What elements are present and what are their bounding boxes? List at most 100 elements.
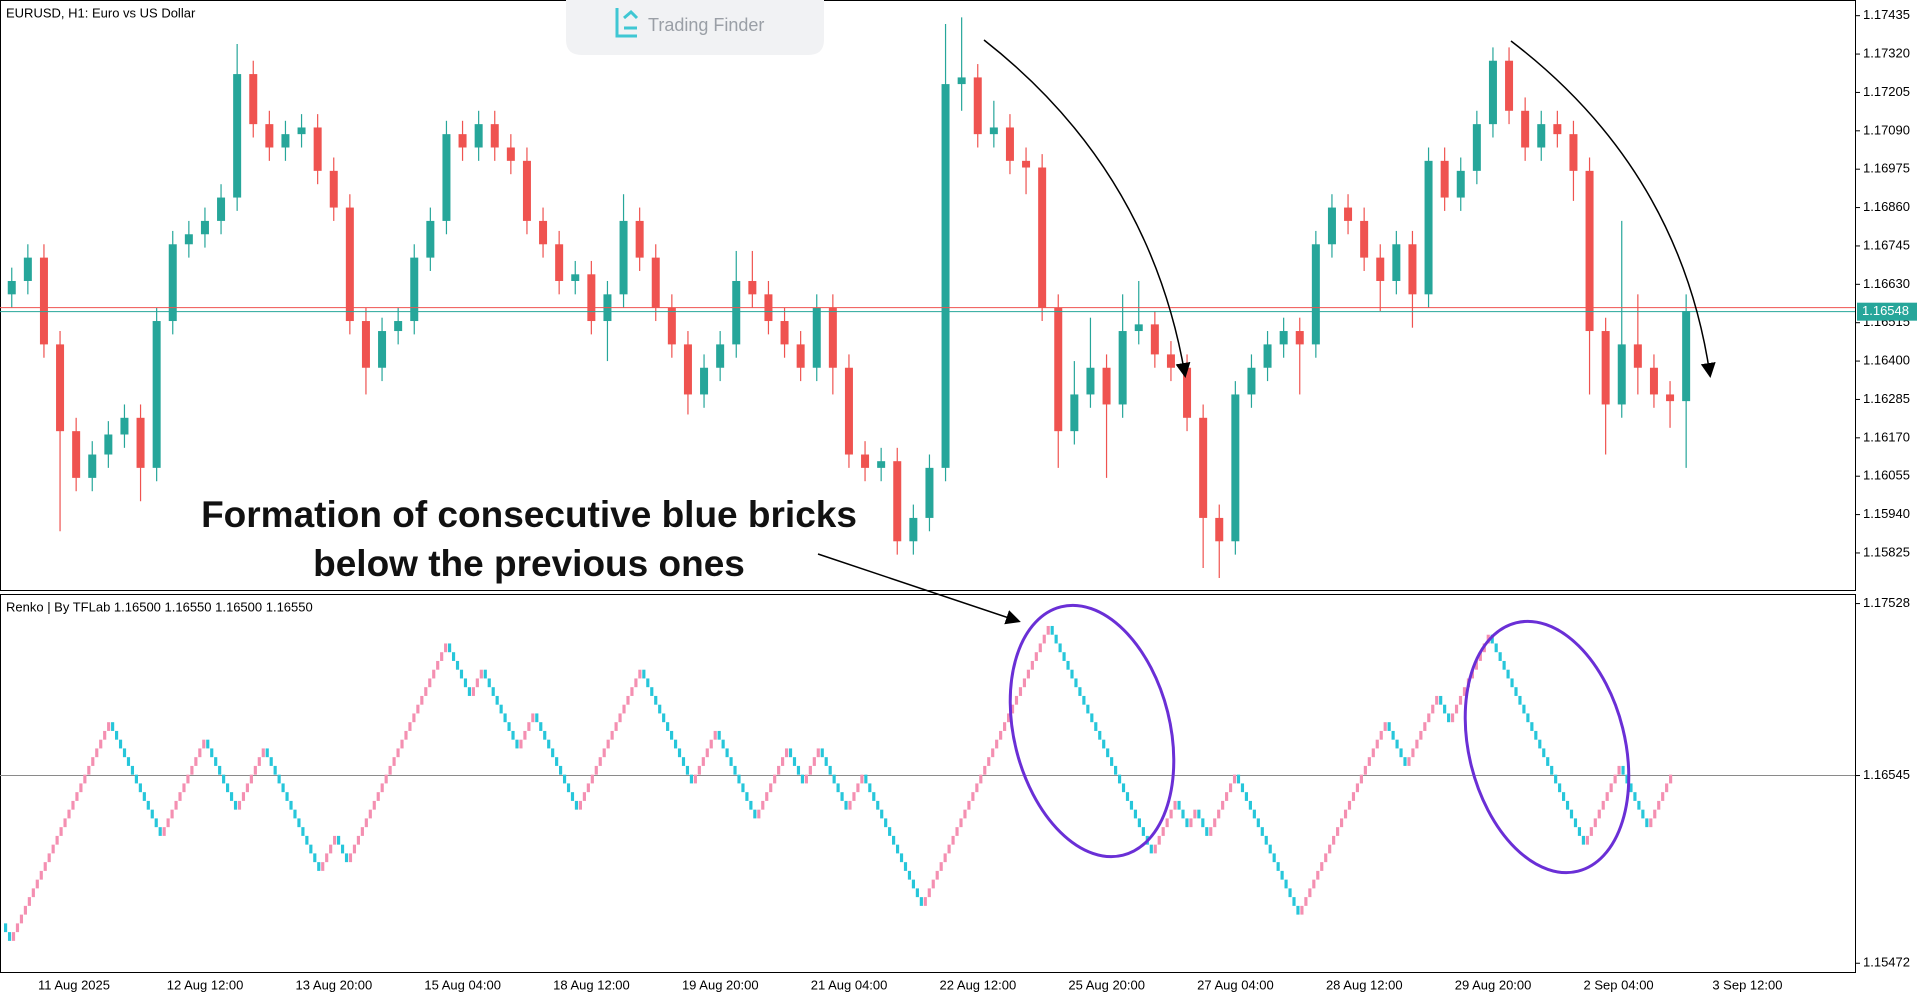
renko-brick — [245, 783, 249, 793]
candle-body — [297, 127, 306, 135]
renko-brick — [991, 748, 995, 758]
x-tick-label: 15 Aug 04:00 — [424, 977, 501, 992]
renko-brick — [725, 748, 729, 758]
renko-brick — [832, 774, 836, 784]
candle-body — [1569, 134, 1578, 171]
renko-brick — [535, 713, 539, 723]
renko-brick — [721, 739, 725, 749]
renko-brick — [229, 792, 234, 801]
renko-brick — [792, 757, 797, 766]
renko-brick — [455, 660, 460, 670]
renko-brick — [848, 800, 852, 810]
renko-brick — [582, 792, 586, 801]
renko-brick — [1006, 713, 1011, 723]
renko-brick — [309, 844, 313, 854]
renko-brick — [769, 783, 773, 793]
renko-brick — [1332, 835, 1336, 845]
renko-brick — [412, 713, 416, 723]
renko-brick — [578, 800, 582, 810]
renko-brick — [1149, 844, 1153, 854]
renko-brick — [186, 774, 190, 784]
renko-brick — [277, 774, 281, 784]
renko-brick — [1248, 800, 1252, 810]
renko-brick — [1189, 818, 1193, 828]
renko-brick — [257, 757, 261, 766]
renko-brick — [864, 774, 868, 784]
renko-brick — [1435, 695, 1439, 705]
candle-body — [1005, 127, 1014, 161]
renko-brick — [1657, 800, 1661, 810]
renko-brick — [206, 739, 210, 749]
renko-brick — [130, 765, 135, 775]
y-tick-label: 1.15940 — [1863, 506, 1910, 521]
candle-body — [23, 257, 32, 281]
annotation-arrow — [817, 553, 1021, 625]
renko-brick — [860, 774, 864, 784]
renko-brick — [1522, 704, 1526, 714]
renko-brick — [1264, 835, 1268, 845]
renko-brick — [1478, 652, 1482, 661]
renko-brick — [773, 774, 777, 784]
renko-brick — [1038, 643, 1042, 653]
renko-brick — [404, 730, 408, 740]
renko-brick — [289, 800, 293, 810]
candle-body — [1231, 394, 1240, 542]
renko-brick — [995, 739, 999, 749]
candle-body — [909, 517, 918, 542]
price-tag — [1857, 302, 1917, 321]
candle-body — [796, 344, 805, 368]
renko-brick — [812, 757, 816, 766]
renko-brick — [118, 739, 123, 749]
renko-brick — [1538, 739, 1542, 749]
y-tick-label: 1.16170 — [1863, 429, 1910, 444]
renko-brick — [87, 765, 91, 775]
renko-brick — [570, 792, 575, 801]
renko-brick — [7, 932, 12, 941]
candle-body — [1166, 354, 1175, 368]
renko-brick — [559, 765, 563, 775]
renko-brick — [11, 932, 16, 941]
candle-body — [1424, 160, 1433, 295]
renko-brick — [55, 835, 59, 845]
renko-brick — [122, 748, 127, 758]
renko-brick — [1209, 827, 1213, 836]
x-tick-label: 28 Aug 12:00 — [1326, 977, 1403, 992]
renko-brick — [1129, 800, 1134, 810]
renko-brick — [19, 914, 24, 924]
renko-brick — [325, 853, 329, 863]
x-tick-label: 19 Aug 20:00 — [682, 977, 759, 992]
renko-brick — [428, 678, 432, 688]
renko-brick — [1407, 757, 1411, 766]
renko-brick — [1589, 827, 1593, 836]
renko-brick — [971, 792, 975, 801]
renko-brick — [1133, 809, 1138, 819]
renko-brick — [1585, 835, 1589, 845]
renko-brick — [424, 687, 428, 696]
renko-brick — [329, 844, 333, 854]
renko-brick — [955, 827, 959, 836]
candle-body — [120, 417, 129, 435]
renko-brick — [31, 888, 35, 898]
renko-brick — [1018, 687, 1023, 696]
renko-brick — [1554, 774, 1558, 784]
renko-brick — [1577, 827, 1582, 836]
renko-brick — [1217, 809, 1221, 819]
renko-brick — [432, 669, 436, 679]
renko-brick — [757, 809, 761, 819]
renko-brick — [1201, 818, 1205, 828]
renko-brick — [1649, 818, 1653, 828]
candle-body — [635, 220, 644, 258]
renko-brick — [943, 853, 947, 863]
renko-brick — [737, 774, 741, 784]
renko-brick — [360, 827, 364, 836]
renko-brick — [646, 678, 650, 688]
renko-brick — [313, 853, 317, 863]
renko-brick — [142, 792, 146, 801]
renko-brick — [301, 827, 305, 836]
renko-brick — [237, 800, 242, 810]
renko-brick — [392, 757, 396, 766]
renko-brick — [927, 888, 931, 898]
renko-brick — [305, 835, 309, 845]
renko-brick — [83, 774, 87, 784]
